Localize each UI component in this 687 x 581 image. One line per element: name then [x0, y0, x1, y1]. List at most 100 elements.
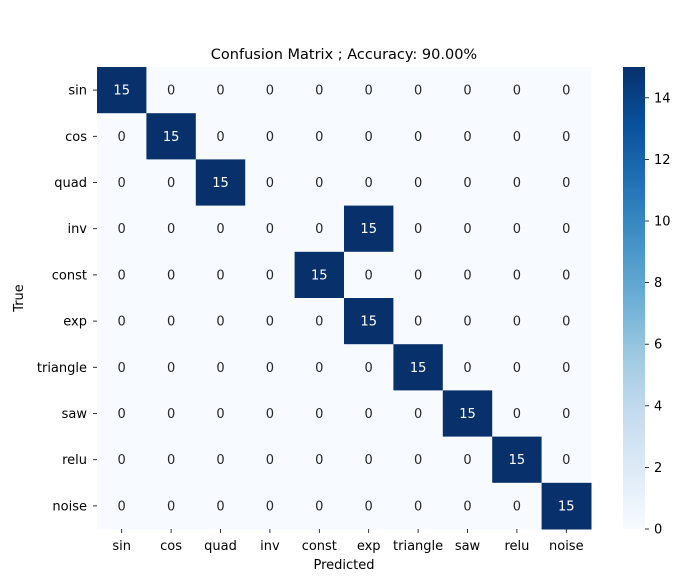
- colorbar-tick-label: 2: [654, 461, 662, 476]
- cell-value: 0: [463, 130, 471, 145]
- heatmap-cell: [344, 390, 394, 438]
- heatmap-cell: [294, 344, 345, 391]
- cell-value: 0: [562, 84, 570, 99]
- cell-value: 0: [463, 315, 471, 330]
- cell-value: 0: [414, 453, 422, 468]
- cell-value: 0: [216, 130, 224, 145]
- heatmap-cell: [97, 251, 147, 299]
- cell-value: 15: [509, 453, 526, 468]
- heatmap-cell: [245, 205, 296, 253]
- cell-value: 0: [266, 361, 274, 376]
- heatmap-cell: [245, 67, 296, 114]
- x-tick-label: sin: [112, 539, 131, 554]
- y-tick-label: saw: [62, 407, 88, 422]
- cell-value: 0: [315, 407, 323, 422]
- cell-value: 0: [167, 315, 175, 330]
- heatmap-cell: [195, 159, 246, 207]
- y-tick-label: exp: [63, 315, 87, 330]
- y-tick-label: quad: [54, 176, 87, 191]
- cell-value: 0: [414, 130, 422, 145]
- heatmap-cell: [97, 298, 147, 345]
- heatmap-cell: [492, 390, 543, 438]
- heatmap-cell: [97, 205, 147, 253]
- cell-value: 0: [513, 407, 521, 422]
- heatmap-cell: [195, 344, 246, 391]
- cell-value: 0: [562, 176, 570, 191]
- cell-value: 0: [562, 222, 570, 237]
- cell-value: 0: [118, 453, 126, 468]
- x-axis-label: Predicted: [313, 558, 374, 573]
- cell-value: 0: [365, 268, 373, 283]
- heatmap-cell: [393, 113, 444, 160]
- colorbar-tick-label: 6: [654, 338, 662, 353]
- heatmap-cell: [492, 67, 543, 114]
- cell-value: 0: [266, 407, 274, 422]
- x-tick-label: noise: [549, 539, 584, 554]
- heatmap-cell: [344, 113, 394, 160]
- heatmap-cell: [541, 251, 592, 299]
- cell-value: 15: [459, 407, 476, 422]
- y-tick-label: sin: [68, 84, 87, 99]
- cell-value: 0: [315, 453, 323, 468]
- heatmap-cell: [146, 159, 197, 207]
- cell-value: 0: [513, 268, 521, 283]
- cell-value: 0: [315, 222, 323, 237]
- heatmap-cell: [97, 67, 147, 114]
- heatmap-cell: [195, 67, 246, 114]
- heatmap-cell: [146, 436, 197, 484]
- cell-value: 0: [562, 361, 570, 376]
- cell-value: 0: [216, 222, 224, 237]
- cell-value: 0: [414, 315, 422, 330]
- heatmap-cell: [442, 436, 493, 484]
- heatmap-cell: [195, 113, 246, 160]
- heatmap-cell: [442, 251, 493, 299]
- colorbar-tick-label: 0: [654, 523, 662, 538]
- heatmap-cell: [146, 298, 197, 345]
- cell-value: 15: [113, 84, 130, 99]
- heatmap-cell: [492, 159, 543, 207]
- cell-value: 0: [315, 361, 323, 376]
- colorbar: [623, 67, 645, 529]
- heatmap-cell: [393, 159, 444, 207]
- cell-value: 0: [463, 84, 471, 99]
- heatmap-cell: [146, 390, 197, 438]
- cell-value: 0: [216, 453, 224, 468]
- cell-value: 0: [216, 407, 224, 422]
- y-tick-label: relu: [62, 453, 87, 468]
- cell-value: 0: [315, 84, 323, 99]
- heatmap-cells: [97, 67, 592, 530]
- cell-value: 15: [212, 176, 229, 191]
- cell-value: 0: [167, 84, 175, 99]
- cell-value: 0: [463, 268, 471, 283]
- colorbar-tick-label: 12: [654, 153, 671, 168]
- cell-value: 0: [414, 84, 422, 99]
- heatmap-cell: [97, 159, 147, 207]
- y-tick-label: inv: [67, 222, 87, 237]
- chart-title: Confusion Matrix ; Accuracy: 90.00%: [211, 47, 477, 63]
- heatmap-cell: [393, 67, 444, 114]
- cell-annotations: 15 0 0 0 0 0 0 0 0 0 0 15 0 0 0 0 0 0 0 0 0 0 15 0 0 0 0 0 0 0 0 0 0 0 0 15…: [113, 84, 574, 515]
- heatmap-cell: [541, 390, 592, 438]
- x-tick-label: exp: [357, 539, 381, 554]
- heatmap-cell: [97, 344, 147, 391]
- heatmap-cell: [393, 344, 444, 391]
- cell-value: 0: [216, 268, 224, 283]
- cell-value: 0: [414, 176, 422, 191]
- cell-value: 0: [118, 130, 126, 145]
- heatmap-cell: [344, 205, 394, 253]
- cell-value: 0: [463, 499, 471, 514]
- heatmap-cell: [442, 113, 493, 160]
- heatmap-cell: [294, 482, 345, 530]
- cell-value: 0: [266, 453, 274, 468]
- heatmap-cell: [442, 159, 493, 207]
- heatmap-cell: [245, 298, 296, 345]
- cell-value: 0: [266, 499, 274, 514]
- cell-value: 0: [167, 499, 175, 514]
- cell-value: 0: [167, 268, 175, 283]
- cell-value: 0: [365, 407, 373, 422]
- heatmap-cell: [294, 436, 345, 484]
- cell-value: 0: [216, 499, 224, 514]
- cell-value: 0: [513, 315, 521, 330]
- cell-value: 0: [513, 361, 521, 376]
- cell-value: 0: [562, 315, 570, 330]
